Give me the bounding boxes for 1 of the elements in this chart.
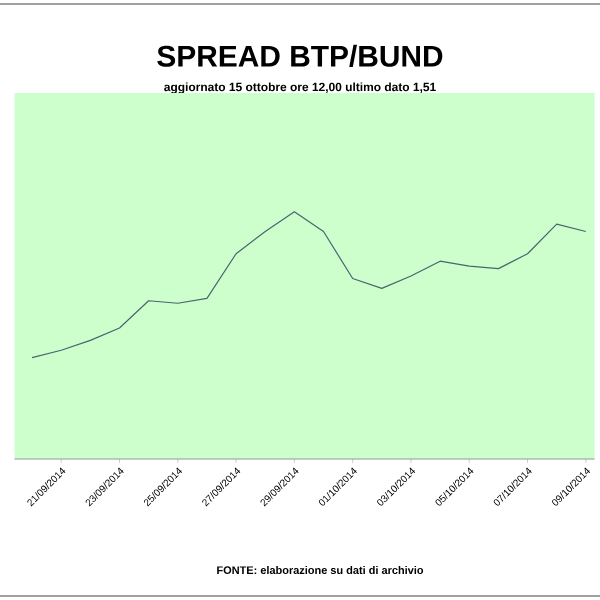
chart-title: SPREAD BTP/BUND bbox=[157, 44, 443, 68]
